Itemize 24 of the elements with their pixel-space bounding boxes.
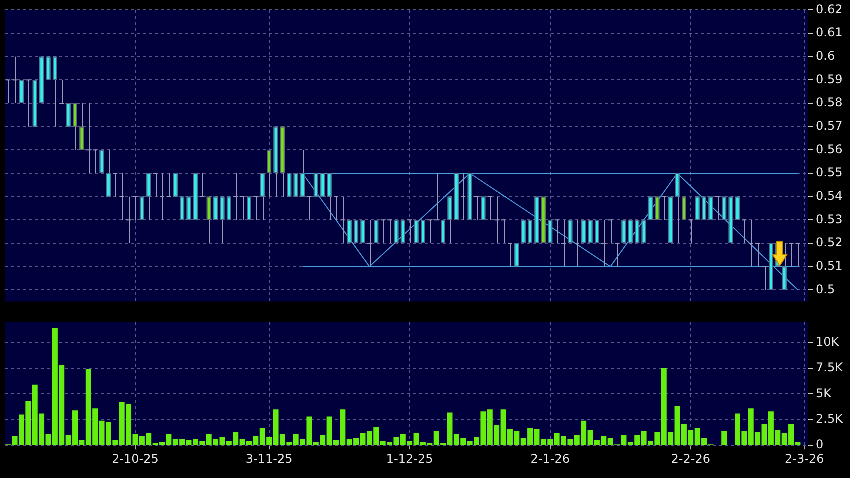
- x-tick-label: 2-2-26: [671, 452, 710, 466]
- y-tick-label: 0.58: [816, 96, 843, 110]
- y-tick-label: 0.59: [816, 72, 843, 86]
- x-tick-label: 2-1-26: [530, 452, 570, 466]
- x-tick-label: 1-12-25: [386, 452, 434, 466]
- y-tick-label: 0.61: [816, 26, 843, 40]
- y-tick-label: 5K: [816, 386, 833, 400]
- y-tick-label: 0.53: [816, 212, 843, 226]
- y-tick-label: 0.5: [816, 282, 836, 296]
- y-tick-label: 2.5K: [816, 412, 844, 426]
- x-tick-label: 2-3-26: [785, 452, 824, 466]
- y-tick-label: 0.55: [816, 166, 843, 180]
- y-tick-label: 0.56: [816, 142, 843, 156]
- y-tick-label: 0.51: [816, 258, 843, 273]
- x-tick-label: 2-10-25: [112, 452, 159, 466]
- y-tick-label: 0.54: [816, 188, 843, 203]
- x-tick-label: 3-11-25: [246, 452, 293, 466]
- y-tick-label: 7.5K: [816, 360, 844, 375]
- y-tick-label: 0.57: [816, 118, 843, 133]
- y-tick-label: 0.6: [816, 48, 836, 63]
- y-tick-label: 0.62: [816, 2, 843, 16]
- y-tick-label: 10K: [816, 334, 840, 349]
- y-tick-label: 0.52: [816, 236, 843, 250]
- y-tick-label: 0: [816, 438, 824, 452]
